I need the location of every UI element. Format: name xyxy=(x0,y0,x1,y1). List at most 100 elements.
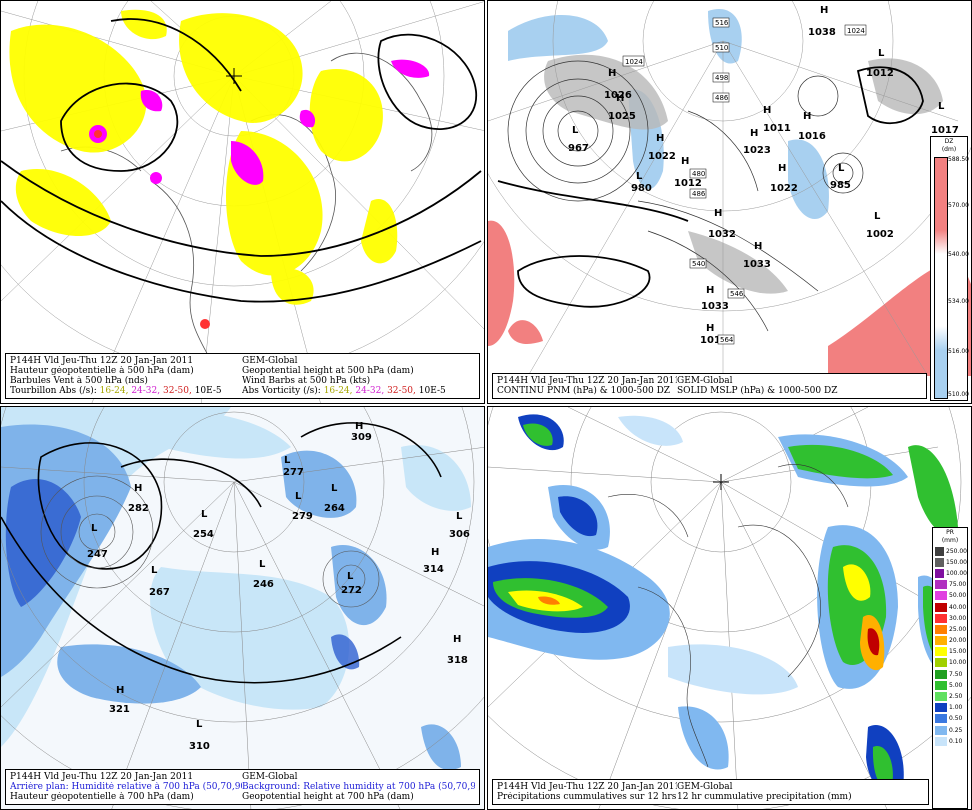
pr-legend-label: 100.00 xyxy=(946,569,967,577)
low-277-value: 277 xyxy=(283,467,304,478)
high-1033: H xyxy=(754,241,762,252)
dz-tick-0: 588.50 xyxy=(948,156,969,163)
pr-legend-row: 50.00 xyxy=(935,591,967,602)
mslp-map: L 967 L 980 H 1025 H 1026 H 1022 H 1012 … xyxy=(488,1,971,377)
low-1017: L xyxy=(938,101,945,112)
high-1022-value: 1022 xyxy=(648,151,676,162)
thk-1024b: 1024 xyxy=(847,27,865,35)
bin-32-50: 32-50, xyxy=(387,386,416,396)
pr-legend-label: 25.00 xyxy=(949,625,967,633)
pr-legend-swatch xyxy=(935,714,947,725)
dz-legend-unit: (dm) xyxy=(941,146,957,153)
high-1033-south: H xyxy=(706,285,714,296)
high-1022: H xyxy=(656,133,664,144)
pr-legend-swatch xyxy=(935,703,947,714)
low-279: L xyxy=(295,491,302,502)
thickness-contours xyxy=(497,66,924,308)
high-1012-value: 1012 xyxy=(674,178,702,189)
height-contours xyxy=(1,18,482,303)
low-246-value: 246 xyxy=(253,579,274,590)
low-272-value: 272 xyxy=(341,585,362,596)
high-1033-south-value: 1033 xyxy=(701,301,729,312)
north-pole-marker xyxy=(713,474,729,490)
pr-legend-swatch xyxy=(935,725,947,736)
pr-legend-swatch xyxy=(935,669,947,680)
fr-field: Hauteur géopotentielle à 700 hPa (dam) xyxy=(10,792,194,802)
isobars xyxy=(507,60,864,332)
high-1038-value: 1038 xyxy=(808,27,836,38)
dz-tick-5: 510.00 xyxy=(948,391,969,398)
high-1022-east-value: 1022 xyxy=(770,183,798,194)
model-name: GEM-Global xyxy=(677,376,733,386)
pr-legend-label: 40.00 xyxy=(949,603,967,611)
low-306-value: 306 xyxy=(449,529,470,540)
pr-legend-label: 7.50 xyxy=(949,670,963,678)
thickness-labels: 516 510 498 486 480 486 540 546 564 1024 xyxy=(622,17,867,345)
low-279-value: 279 xyxy=(292,511,313,522)
pr-legend-swatch xyxy=(935,591,947,602)
en-field: Geopotential height at 700 hPa (dam) xyxy=(242,792,414,802)
thk-564: 564 xyxy=(720,336,734,344)
pr-legend-row: 250.00 xyxy=(935,546,967,557)
fr-field-1: Hauteur géopotentielle à 500 hPa (dam) xyxy=(10,366,194,376)
thk-516: 516 xyxy=(715,19,729,27)
high-282-value: 282 xyxy=(128,503,149,514)
height-700-thin xyxy=(40,475,380,608)
dz-legend: DZ (dm) 588.50 570.00 540.00 534.00 516.… xyxy=(930,136,969,401)
high-1022-east: H xyxy=(778,163,786,174)
high-1016-value: 1016 xyxy=(798,131,826,142)
low-967-value: 967 xyxy=(568,143,589,154)
thk-1024: 1024 xyxy=(625,58,643,66)
low-247-value: 247 xyxy=(87,549,108,560)
bin-16-24: 16-24, xyxy=(99,386,129,396)
bin-32-50: 32-50, xyxy=(163,386,192,396)
rh-map: L 247 H 282 L 267 L 254 L 246 L 277 L 27… xyxy=(1,407,484,809)
low-1032: H xyxy=(714,208,722,219)
pr-legend-label: 0.25 xyxy=(949,726,963,734)
fr-field-2: Barbules Vent à 500 hPa (nds) xyxy=(10,376,148,386)
pr-legend-row: 100.00 xyxy=(935,568,967,579)
pr-legend-swatch xyxy=(935,736,947,747)
high-1023: H xyxy=(750,128,758,139)
thk-498: 498 xyxy=(715,74,728,82)
pr-legend-label: 0.10 xyxy=(949,737,963,745)
pr-legend-label: 5.00 xyxy=(949,681,963,689)
pr-legend-row: 0.10 xyxy=(935,736,967,747)
pr-legend-levels: 250.00 150.00 100.00 75.00 50.00 40.00 30.00 25… xyxy=(933,544,967,747)
caption-700hpa: P144H Vld Jeu-Thu 12Z 20 Jan-Jan 2011 GE… xyxy=(5,769,480,805)
pr-legend-label: 0.50 xyxy=(949,715,963,723)
caption-500hpa: P144H Vld Jeu-Thu 12Z 20 Jan-Jan 2011 GE… xyxy=(5,353,480,399)
pr-legend-swatch xyxy=(935,613,947,624)
en-vorticity-label: Abs Vorticity (/s): xyxy=(242,386,321,396)
low-277: L xyxy=(284,455,291,466)
dz-tick-3: 534.00 xyxy=(948,298,969,305)
high-1011: H xyxy=(763,105,771,116)
pr-legend-label: 20.00 xyxy=(949,637,967,645)
low-1002-value: 1002 xyxy=(866,229,894,240)
pr-legend-label: 50.00 xyxy=(949,592,967,600)
pr-legend-swatch xyxy=(935,636,947,647)
en-vorticity-legend: Abs Vorticity (/s): 16-24, 24-32, 32-50,… xyxy=(242,386,475,396)
pr-legend-swatch xyxy=(935,647,947,658)
pr-legend-row: 75.00 xyxy=(935,580,967,591)
vorticity-32-50 xyxy=(94,130,210,329)
caption-precip: P144H Vld Jeu-Thu 12Z 20 Jan-Jan 2011 GE… xyxy=(492,779,929,805)
low-1002: L xyxy=(874,211,881,222)
fr-field: Précipitations cummulatives sur 12 hrs (… xyxy=(497,792,677,802)
dz-tick-4: 516.00 xyxy=(948,348,969,355)
thickness-shading xyxy=(488,9,971,376)
pr-legend-swatch xyxy=(935,692,947,703)
caption-mslp: P144H Vld Jeu-Thu 12Z 20 Jan-Jan 2011 GE… xyxy=(492,373,927,399)
pr-legend-row: 15.00 xyxy=(935,647,967,658)
low-254-value: 254 xyxy=(193,529,214,540)
low-264-value: 264 xyxy=(324,503,345,514)
pr-legend-row: 0.25 xyxy=(935,725,967,736)
en-field-2: Wind Barbs at 500 hPa (kts) xyxy=(242,376,371,386)
en-background: Background: Relative humidity at 700 hPa… xyxy=(242,782,475,792)
low-310: L xyxy=(196,719,203,730)
high-1016: H xyxy=(803,111,811,122)
pr-legend-row: 150.00 xyxy=(935,557,967,568)
valid-time: P144H Vld Jeu-Thu 12Z 20 Jan-Jan 2011 xyxy=(10,772,194,782)
en-field-1: Geopotential height at 500 hPa (dam) xyxy=(242,366,414,376)
